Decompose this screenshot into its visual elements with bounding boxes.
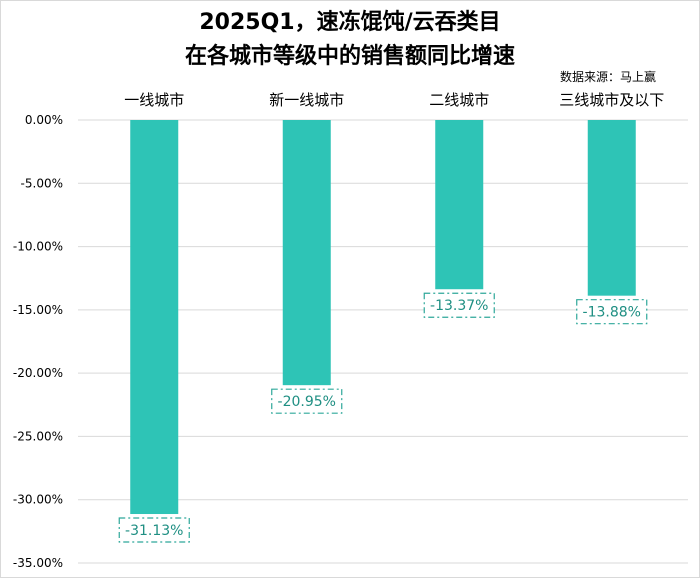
- data-label-box: [576, 299, 648, 325]
- data-label: -20.95%: [278, 394, 336, 410]
- data-label-box: [423, 292, 495, 318]
- bar: [130, 120, 179, 515]
- chart-title-line2: 在各城市等级中的销售额同比增速: [184, 44, 515, 69]
- chart-title-line1: 2025Q1，速冻馄饨/云吞类目: [199, 10, 501, 35]
- y-tick-label: 0.00%: [25, 113, 63, 127]
- bar: [282, 120, 331, 386]
- y-tick-label: -10.00%: [13, 240, 63, 254]
- category-label: 二线城市: [429, 91, 489, 109]
- y-tick-label: -35.00%: [13, 556, 63, 570]
- bar: [435, 120, 484, 290]
- y-tick-label: -25.00%: [13, 429, 63, 443]
- y-axis-ticks: 0.00% -5.00% -10.00% -15.00% -20.00% -25.00% -…: [13, 113, 63, 570]
- data-label: -13.88%: [583, 305, 641, 321]
- y-tick-label: -20.00%: [13, 366, 63, 380]
- data-source-note: 数据来源：马上赢: [560, 70, 657, 84]
- category-label: 一线城市: [124, 91, 184, 109]
- bar: [587, 120, 636, 296]
- y-tick-label: -30.00%: [13, 493, 63, 507]
- y-tick-label: -5.00%: [21, 176, 63, 190]
- y-tick-label: -15.00%: [13, 303, 63, 317]
- category-labels: 一线城市 新一线城市 二线城市 三线城市及以下: [124, 91, 664, 109]
- category-label: 三线城市及以下: [559, 91, 664, 109]
- bars: [130, 120, 636, 515]
- data-label: -13.37%: [430, 298, 488, 314]
- data-label-box: [118, 517, 190, 543]
- gridlines: [78, 119, 688, 564]
- category-label: 新一线城市: [269, 91, 344, 109]
- data-label: -31.13%: [125, 523, 183, 539]
- data-labels: -31.13% -20.95% -13.37% -13.88%: [118, 292, 648, 543]
- data-label-box: [271, 388, 343, 414]
